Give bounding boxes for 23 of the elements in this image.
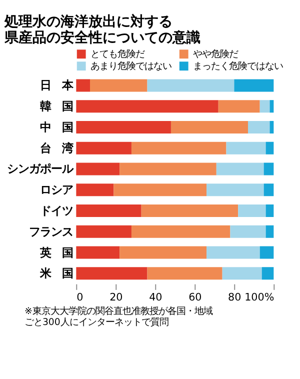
x-tick-label: 0 (76, 291, 84, 304)
y-tick-label: 日 本 (40, 79, 74, 92)
legend-label: あまり危険ではない (90, 60, 172, 72)
x-tick-label: 40 (149, 291, 162, 304)
legend-label: やや危険だ (192, 48, 238, 60)
y-tick-label: 中 国 (40, 120, 73, 134)
y-tick-label: 米 国 (38, 267, 73, 280)
y-tick-label: シンガポール (6, 162, 74, 176)
y-tick-label: ドイツ (40, 204, 73, 218)
x-tick-label: 60 (188, 291, 202, 304)
x-tick-label: 20 (110, 291, 123, 304)
x-tick-label: 80 (228, 291, 242, 304)
text: 県産品の安全性についての意識 (4, 30, 201, 46)
y-tick-label: 台 湾 (40, 142, 74, 155)
y-tick-label: 英 国 (38, 246, 73, 260)
text: ※東京大大学院の関谷直也准教授が各国・地域ごと300人にインターネットで質問 (24, 306, 212, 328)
y-tick-label: フランス (28, 225, 73, 238)
legend-label: とても危険だ (90, 48, 144, 60)
legend-label: まったく危険ではない (192, 60, 283, 72)
y-tick-label: 韓 国 (40, 100, 73, 114)
x-tick-label: 100% (244, 291, 274, 304)
text: 処理水の海洋放出に対する (4, 14, 173, 30)
y-tick-label: ロシア (40, 184, 73, 197)
